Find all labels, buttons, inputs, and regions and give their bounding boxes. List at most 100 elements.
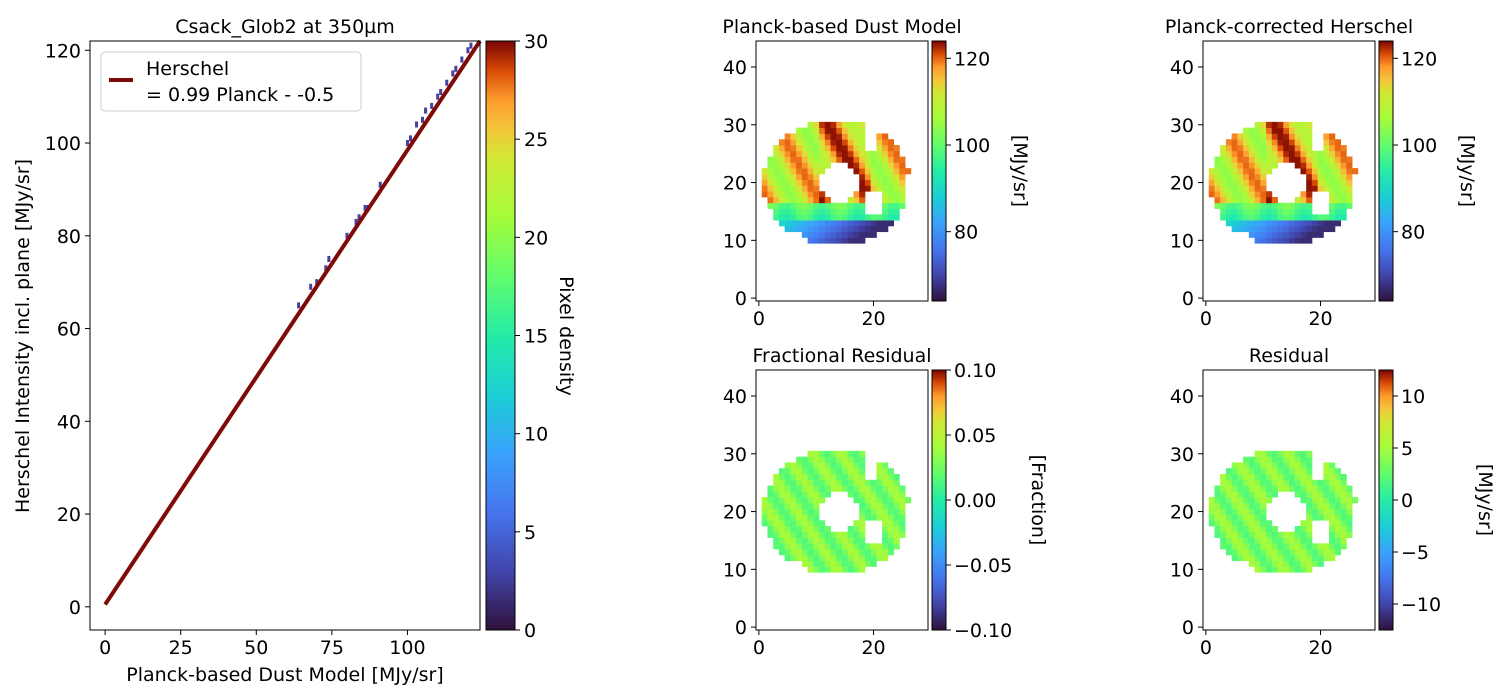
heatmap-cell [796, 474, 803, 481]
heatmap-cell [853, 162, 860, 169]
heatmap-cell [784, 537, 791, 544]
heatmap-cell [1329, 168, 1336, 175]
heatmap-cell [859, 497, 866, 504]
heatmap-cell [1289, 127, 1296, 134]
heatmap-cell [773, 150, 780, 157]
heatmap-cell [1260, 450, 1267, 458]
heatmap-cell [1317, 479, 1324, 486]
heatmap-cell [893, 514, 900, 521]
heatmap-cell [1266, 145, 1273, 152]
heatmap-cell [796, 145, 803, 152]
heatmap-cell [1254, 156, 1261, 163]
heatmap-cell [1214, 191, 1221, 198]
heatmap-cell [1231, 214, 1238, 221]
heatmap-cell [813, 566, 820, 573]
heatmap-cell [893, 185, 900, 192]
heatmap-cell [1311, 497, 1319, 504]
heatmap-cell [1323, 150, 1330, 157]
heatmap-cell [1220, 162, 1227, 169]
heatmap-cell [882, 508, 889, 515]
heatmap-cell [813, 560, 820, 567]
heatmap-cell [1237, 543, 1244, 550]
heatmap-cell [882, 185, 889, 192]
heatmap-cell [784, 139, 791, 146]
heatmap-cell [870, 497, 877, 504]
heatmap-cell [899, 179, 906, 186]
heatmap-cell [784, 531, 791, 538]
heatmap-cell [830, 150, 837, 157]
heatmap-cell [801, 514, 808, 521]
heatmap-cell [1254, 197, 1261, 204]
y-tick-label: 20 [57, 504, 81, 526]
heatmap-cell [882, 485, 889, 492]
heatmap-cell [842, 450, 849, 458]
heatmap-cell [899, 502, 906, 510]
heatmap-cell [1277, 225, 1284, 233]
heatmap-cell [1289, 537, 1296, 544]
heatmap-cell [1329, 139, 1336, 146]
heatmap-cell [1225, 202, 1233, 209]
heatmap-cell [853, 560, 860, 567]
heatmap-cell [778, 531, 786, 538]
scatter-point [439, 89, 443, 96]
heatmap-cell [801, 531, 808, 538]
heatmap-cell [1300, 214, 1307, 221]
heatmap-cell [767, 191, 774, 198]
heatmap-cell [1334, 514, 1341, 521]
heatmap-cell [1231, 139, 1238, 146]
heatmap-cell [1277, 456, 1284, 463]
heatmap-cell [801, 468, 808, 475]
heatmap-cell [1231, 162, 1238, 169]
heatmap-cell [813, 231, 820, 238]
heatmap-cell [887, 502, 894, 510]
heatmap-cell [1231, 526, 1238, 533]
heatmap-cell [1260, 145, 1267, 152]
heatmap-cell [807, 173, 814, 181]
heatmap-cell [813, 220, 820, 227]
heatmap-cell [790, 220, 797, 227]
x-tick-label: 20 [861, 637, 885, 659]
heatmap-cell [813, 520, 820, 527]
heatmap-cell [893, 162, 900, 169]
heatmap-cell [887, 179, 894, 186]
heatmap-cell [847, 549, 854, 556]
heatmap-cell [853, 468, 860, 475]
heatmap-cell [790, 526, 797, 533]
heatmap-cell [1214, 185, 1221, 192]
heatmap-cell [1266, 485, 1273, 492]
heatmap-cell [1289, 543, 1296, 550]
heatmap-cell [876, 173, 883, 181]
heatmap-cell [859, 121, 866, 129]
heatmap-cell [1346, 168, 1353, 175]
heatmap-cell [1306, 514, 1313, 521]
heatmap-cell [1317, 185, 1324, 192]
heatmap-cell [1283, 139, 1290, 146]
heatmap-cell [1306, 208, 1313, 215]
heatmap-cell [887, 150, 894, 157]
heatmap-cell [1311, 156, 1319, 163]
heatmap-cell [796, 502, 803, 510]
heatmap-cell [1254, 514, 1261, 521]
heatmap-cell [1254, 214, 1261, 221]
heatmap-cell [1334, 220, 1341, 227]
heatmap-cell [882, 133, 889, 140]
heatmap-cell [847, 220, 854, 227]
heatmap-cell [1266, 491, 1273, 498]
heatmap-cell [882, 179, 889, 186]
heatmap-cell [767, 497, 774, 504]
heatmap-cell [1323, 185, 1330, 192]
y-tick-label: 20 [1170, 502, 1194, 524]
heatmap-cell [830, 220, 837, 227]
heatmap-title: Planck-based Dust Model [722, 16, 961, 38]
heatmap-cell [1271, 150, 1278, 157]
colorbar-tick-label: 10 [524, 424, 548, 446]
heatmap-cell [773, 479, 780, 486]
heatmap-cell [1294, 566, 1301, 573]
heatmap-cell [784, 514, 791, 521]
heatmap-cell [813, 121, 820, 129]
heatmap-cell [1329, 543, 1336, 550]
scatter-title: Csack_Glob2 at 350µm [175, 16, 395, 38]
heatmap-cell [1277, 450, 1284, 458]
heatmap-cell [796, 491, 803, 498]
